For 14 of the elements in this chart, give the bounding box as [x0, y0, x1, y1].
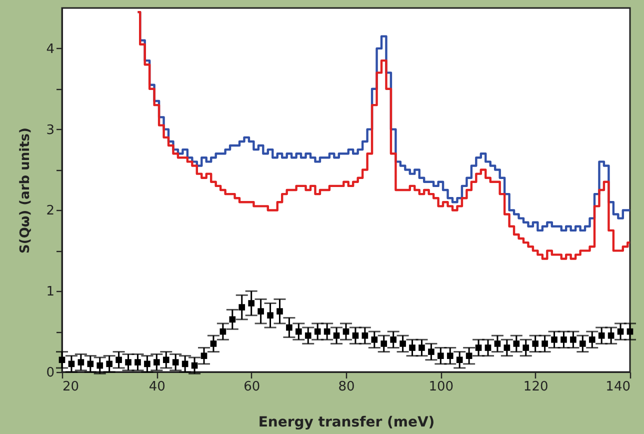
x-tick-label: 60 [244, 380, 260, 394]
y-axis-title: S(Qω) (arb units) [18, 128, 34, 254]
x-tick-label: 120 [523, 380, 548, 394]
y-tick-label: 3 [46, 122, 54, 138]
y-tick-label: 0 [46, 366, 54, 380]
x-tick-label: 140 [606, 380, 630, 394]
y-tick-label: 2 [46, 204, 54, 219]
x-tick-label: 20 [62, 380, 80, 394]
y-tick-label: 1 [46, 284, 54, 300]
x-axis-title: Energy transfer (meV) [258, 414, 435, 430]
x-tick-label: 100 [428, 380, 454, 394]
x-tick-label: 80 [338, 380, 355, 394]
y-tick-label: 4 [46, 42, 54, 57]
x-tick-label: 40 [148, 380, 166, 394]
